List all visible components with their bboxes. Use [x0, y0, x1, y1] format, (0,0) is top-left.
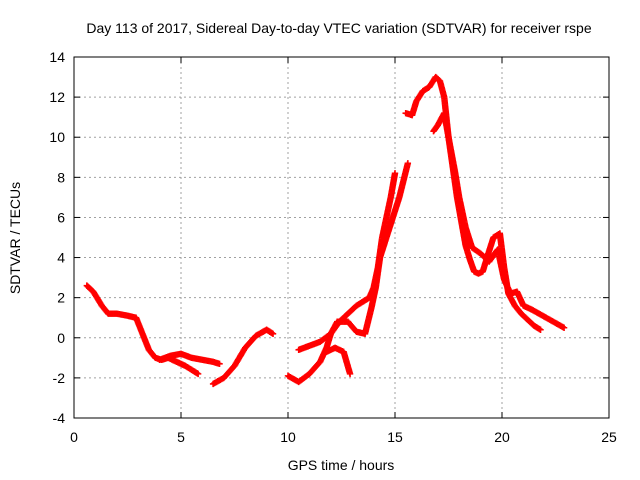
- data-point: [404, 160, 412, 167]
- x-tick-label: 5: [177, 429, 185, 445]
- data-point: [194, 370, 202, 378]
- y-tick-label: 4: [57, 250, 65, 266]
- y-tick-label: 10: [49, 129, 65, 145]
- y-tick-label: 6: [57, 209, 65, 225]
- y-tick-label: 0: [57, 330, 65, 346]
- y-tick-label: 8: [57, 169, 65, 185]
- plot-frame: [73, 56, 610, 419]
- y-tick-label: -4: [53, 410, 66, 426]
- x-tick-label: 15: [387, 429, 403, 445]
- series-track-8: [430, 109, 568, 331]
- x-axis-label: GPS time / hours: [288, 457, 395, 473]
- chart-title: Day 113 of 2017, Sidereal Day-to-day VTE…: [86, 20, 591, 36]
- grid: [74, 57, 609, 418]
- data-point: [269, 330, 277, 337]
- tick-marks: [73, 56, 610, 419]
- series-track-5: [295, 170, 399, 354]
- y-tick-label: 2: [57, 290, 65, 306]
- y-axis-label: SDTVAR / TECUs: [7, 182, 23, 294]
- data-point: [560, 324, 568, 331]
- series-track-6: [323, 344, 354, 378]
- x-tick-label: 0: [70, 429, 78, 445]
- x-tick-label: 10: [280, 429, 296, 445]
- series-track-2: [156, 350, 223, 368]
- series-track-1: [83, 282, 202, 378]
- tick-labels: 0 5 10 15 20 25 -4 -2 0 2 4 6 8 10 12 14: [49, 49, 617, 445]
- data-point: [216, 360, 223, 368]
- x-tick-label: 25: [601, 429, 617, 445]
- data-point: [391, 170, 399, 177]
- x-tick-label: 20: [494, 429, 510, 445]
- data-point: [346, 370, 354, 378]
- y-tick-label: 12: [49, 89, 65, 105]
- y-tick-label: 14: [49, 49, 65, 65]
- data-point: [537, 326, 544, 333]
- series-track-3: [209, 326, 277, 388]
- data-marks: [83, 73, 568, 388]
- series-track-7: [402, 73, 544, 333]
- y-tick-label: -2: [53, 370, 66, 386]
